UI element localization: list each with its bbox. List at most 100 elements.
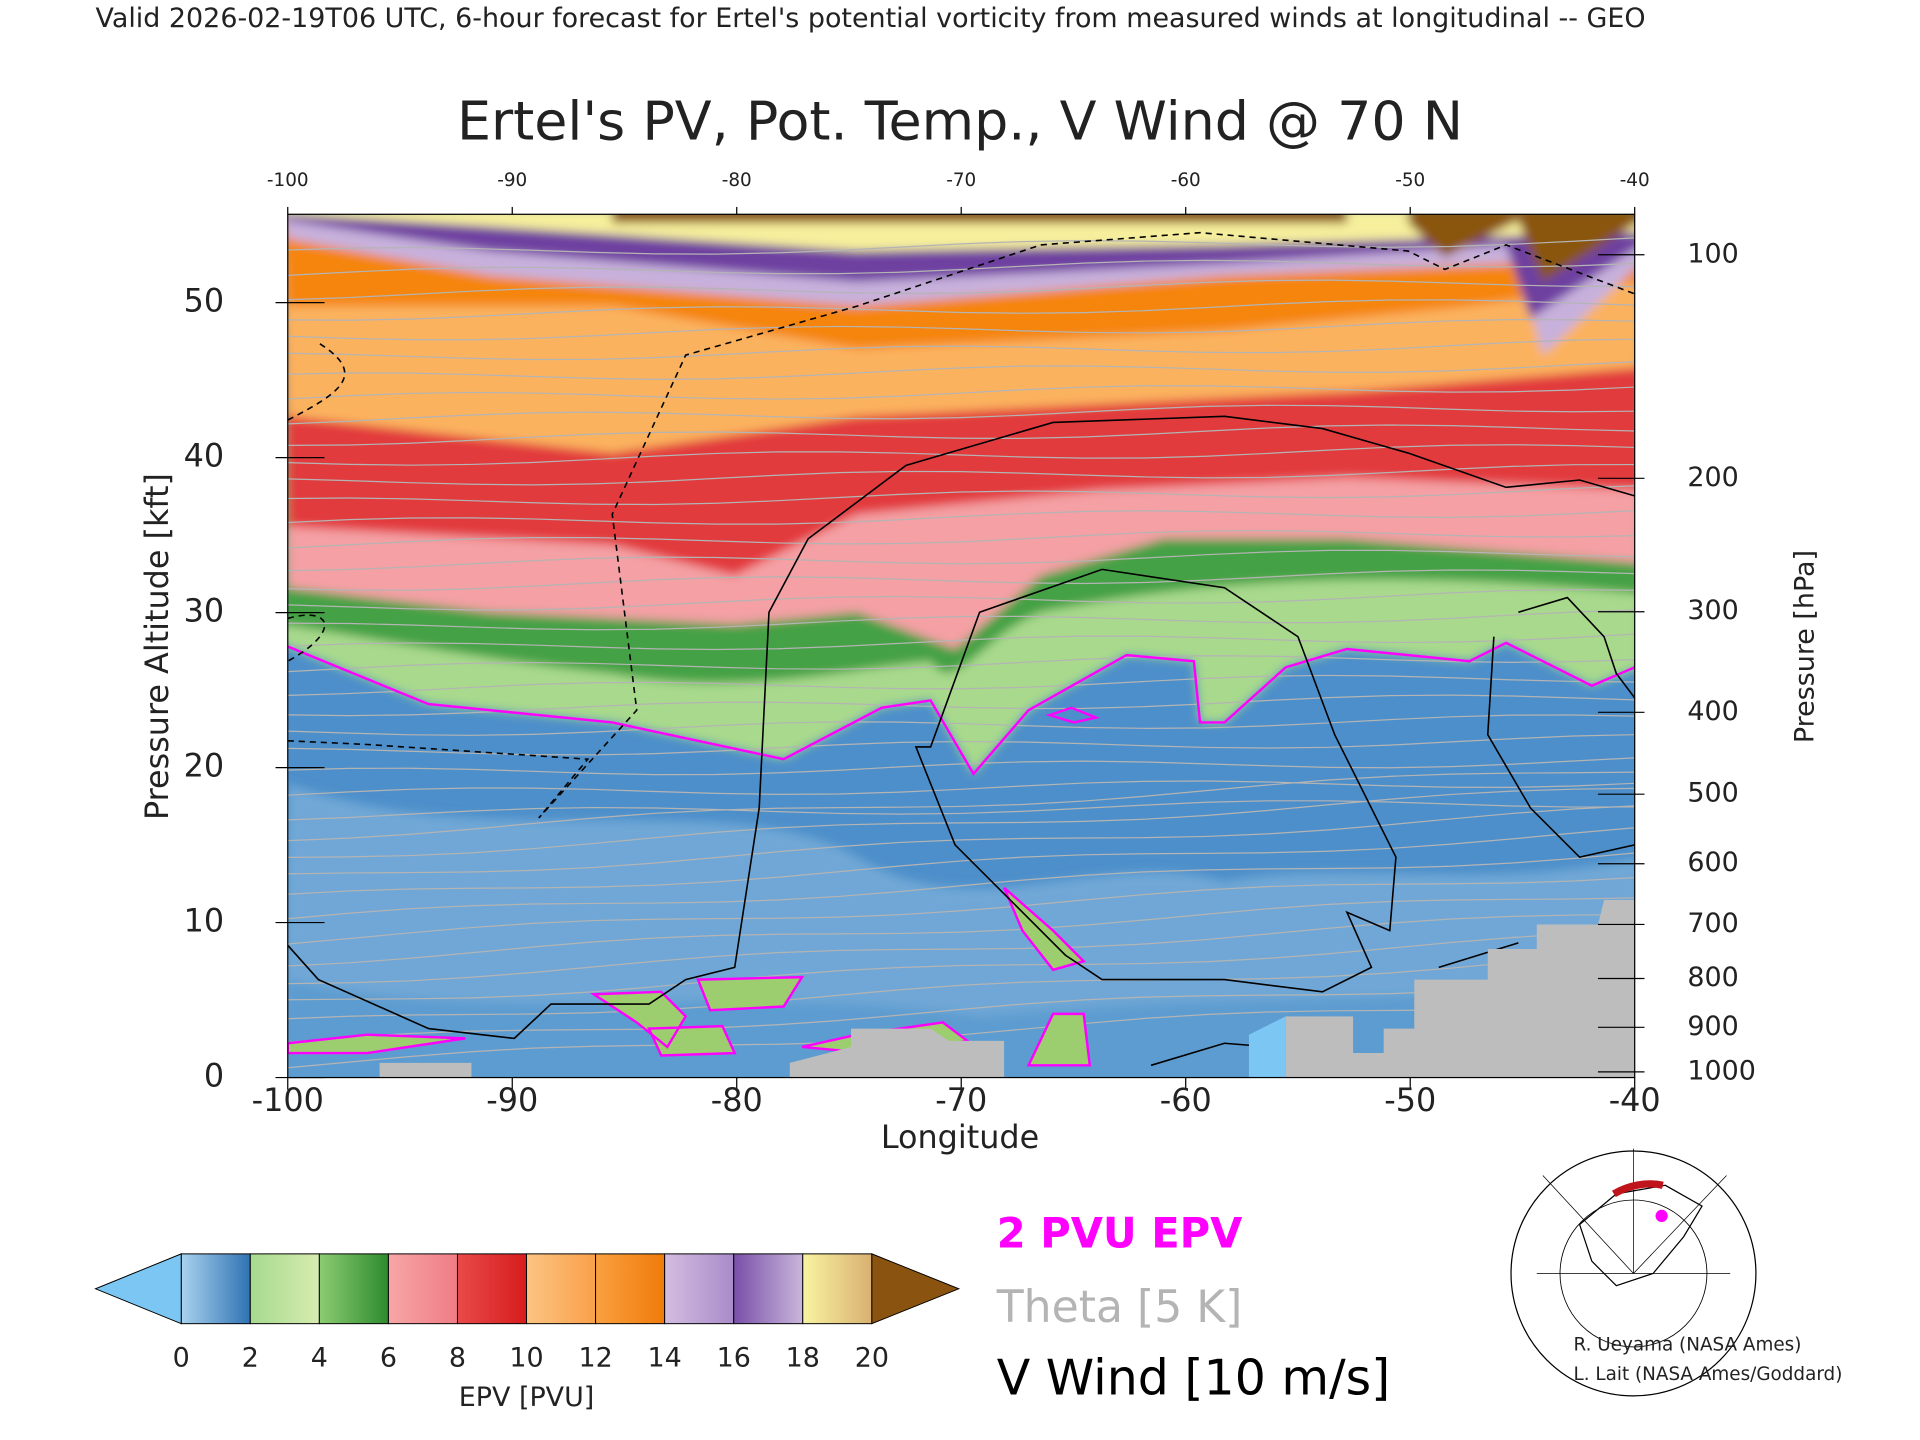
colorbar-under bbox=[94, 1253, 182, 1325]
theta-line bbox=[287, 569, 1635, 591]
colorbar-segment bbox=[180, 1253, 251, 1325]
colorbar-tick-label: 16 bbox=[717, 1343, 751, 1374]
y2-tick-label: 1000 bbox=[1687, 1055, 1756, 1086]
colorbar-segment bbox=[733, 1253, 804, 1325]
colorbar-tick-label: 8 bbox=[449, 1343, 466, 1374]
colorbar-tick-label: 20 bbox=[855, 1343, 889, 1374]
x-axis-label: Longitude bbox=[881, 1118, 1039, 1156]
colorbar-tick-label: 12 bbox=[578, 1343, 612, 1374]
theta-line bbox=[287, 787, 1635, 858]
theta-line bbox=[287, 404, 1635, 425]
x2-tick-label: -100 bbox=[267, 170, 309, 191]
pv-2-island bbox=[1045, 706, 1101, 724]
theta-line bbox=[287, 757, 1635, 776]
y-axis-label: Pressure Altitude [kft] bbox=[138, 473, 176, 820]
y2-tick-label: 900 bbox=[1687, 1011, 1738, 1042]
theta-line bbox=[287, 424, 1635, 446]
y-tick-label: 30 bbox=[184, 592, 225, 630]
pv-2-contour bbox=[287, 641, 1635, 776]
theta-line bbox=[287, 237, 1635, 255]
x2-tick-label: -80 bbox=[722, 170, 752, 191]
y2-tick-label: 100 bbox=[1687, 238, 1738, 269]
x2-tick-label: -40 bbox=[1620, 170, 1650, 191]
theta-line bbox=[287, 299, 1635, 321]
y-tick-label: 50 bbox=[184, 282, 225, 320]
field bbox=[287, 214, 1635, 1078]
y-tick-label: 10 bbox=[184, 902, 225, 940]
theta-line bbox=[287, 259, 1635, 276]
colorbar-tick-label: 10 bbox=[509, 1343, 543, 1374]
theta-line bbox=[287, 951, 1635, 1020]
colorbar-segment bbox=[318, 1253, 389, 1325]
y2-axis-label: Pressure [hPa] bbox=[1790, 550, 1821, 743]
theta-line bbox=[287, 800, 1635, 821]
axes: -100 -100 -90 -90 -80 -80 -70 -70 -60 -60 -50 -50 -4… bbox=[184, 170, 1756, 1119]
credit: R. Ueyama (NASA Ames) bbox=[1573, 1335, 1801, 1356]
theta-line bbox=[287, 485, 1635, 506]
theta-line bbox=[287, 827, 1635, 895]
x2-tick-label: -60 bbox=[1171, 170, 1201, 191]
theta-line bbox=[287, 549, 1635, 572]
x-tick-label: -100 bbox=[252, 1081, 324, 1119]
theta-line bbox=[287, 805, 1635, 875]
y2-tick-label: 500 bbox=[1687, 778, 1738, 809]
y2-tick-label: 200 bbox=[1687, 462, 1738, 493]
x-tick-label: -40 bbox=[1609, 1081, 1661, 1119]
colorbar-segment bbox=[595, 1253, 666, 1325]
v-wind-negative bbox=[287, 231, 1635, 819]
colorbar-segment bbox=[249, 1253, 320, 1325]
colorbar-over bbox=[871, 1253, 961, 1325]
theta-line bbox=[287, 975, 1635, 1043]
theta-line bbox=[287, 930, 1635, 1001]
colorbar-tick-label: 4 bbox=[311, 1343, 328, 1374]
x-tick-label: -90 bbox=[486, 1081, 538, 1119]
v-wind-positive bbox=[287, 415, 1635, 1067]
x2-tick-label: -70 bbox=[946, 170, 976, 191]
theta-contours bbox=[287, 237, 1635, 1069]
y2-tick-label: 600 bbox=[1687, 847, 1738, 878]
colorbar-segment bbox=[387, 1253, 458, 1325]
theta-line bbox=[287, 771, 1635, 842]
legend-entry: 2 PVU EPV bbox=[997, 1209, 1243, 1258]
x2-tick-label: -50 bbox=[1395, 170, 1425, 191]
colorbar-segment bbox=[526, 1253, 597, 1325]
x2-tick-label: -90 bbox=[497, 170, 527, 191]
theta-line bbox=[287, 852, 1635, 920]
x-tick-label: -50 bbox=[1384, 1081, 1436, 1119]
colorbar-tick-label: 0 bbox=[173, 1343, 190, 1374]
colorbar: 0 2 4 6 8 10 12 14 16 18 20 bbox=[94, 1253, 961, 1374]
colorbar-segment bbox=[664, 1253, 735, 1325]
colorbar-label: EPV [PVU] bbox=[459, 1382, 595, 1413]
colorbar-segment bbox=[802, 1253, 873, 1325]
theta-line bbox=[287, 633, 1635, 651]
y-tick-label: 20 bbox=[184, 747, 225, 785]
theta-line bbox=[287, 361, 1635, 380]
theta-line bbox=[287, 714, 1635, 736]
colorbar-segment bbox=[456, 1253, 528, 1325]
theta-line bbox=[287, 655, 1635, 673]
theta-line bbox=[287, 338, 1635, 361]
theta-line bbox=[287, 463, 1635, 486]
x-tick-label: -60 bbox=[1160, 1081, 1212, 1119]
y2-tick-label: 700 bbox=[1687, 908, 1738, 939]
x-tick-label: -80 bbox=[711, 1081, 763, 1119]
theta-line bbox=[287, 444, 1635, 466]
colorbar-tick-label: 2 bbox=[242, 1343, 259, 1374]
header: Valid 2026-02-19T06 UTC, 6-hour forecast… bbox=[96, 3, 1646, 34]
theta-line bbox=[287, 279, 1635, 301]
colorbar-tick-label: 6 bbox=[380, 1343, 397, 1374]
locator-map bbox=[1510, 1148, 1757, 1397]
y2-tick-label: 300 bbox=[1687, 595, 1738, 626]
legend: 2 PVU EPV Theta [5 K] V Wind [10 m/s] bbox=[996, 1209, 1391, 1407]
chart-title: Ertel's PV, Pot. Temp., V Wind @ 70 N bbox=[457, 90, 1463, 153]
theta-line bbox=[287, 385, 1635, 400]
theta-line bbox=[287, 780, 1635, 796]
terrain bbox=[379, 900, 1635, 1078]
theta-line bbox=[287, 913, 1635, 985]
theta-line bbox=[287, 609, 1635, 631]
colorbar-tick-label: 14 bbox=[648, 1343, 682, 1374]
epv-bands bbox=[287, 214, 1635, 1078]
theta-line bbox=[287, 674, 1635, 696]
